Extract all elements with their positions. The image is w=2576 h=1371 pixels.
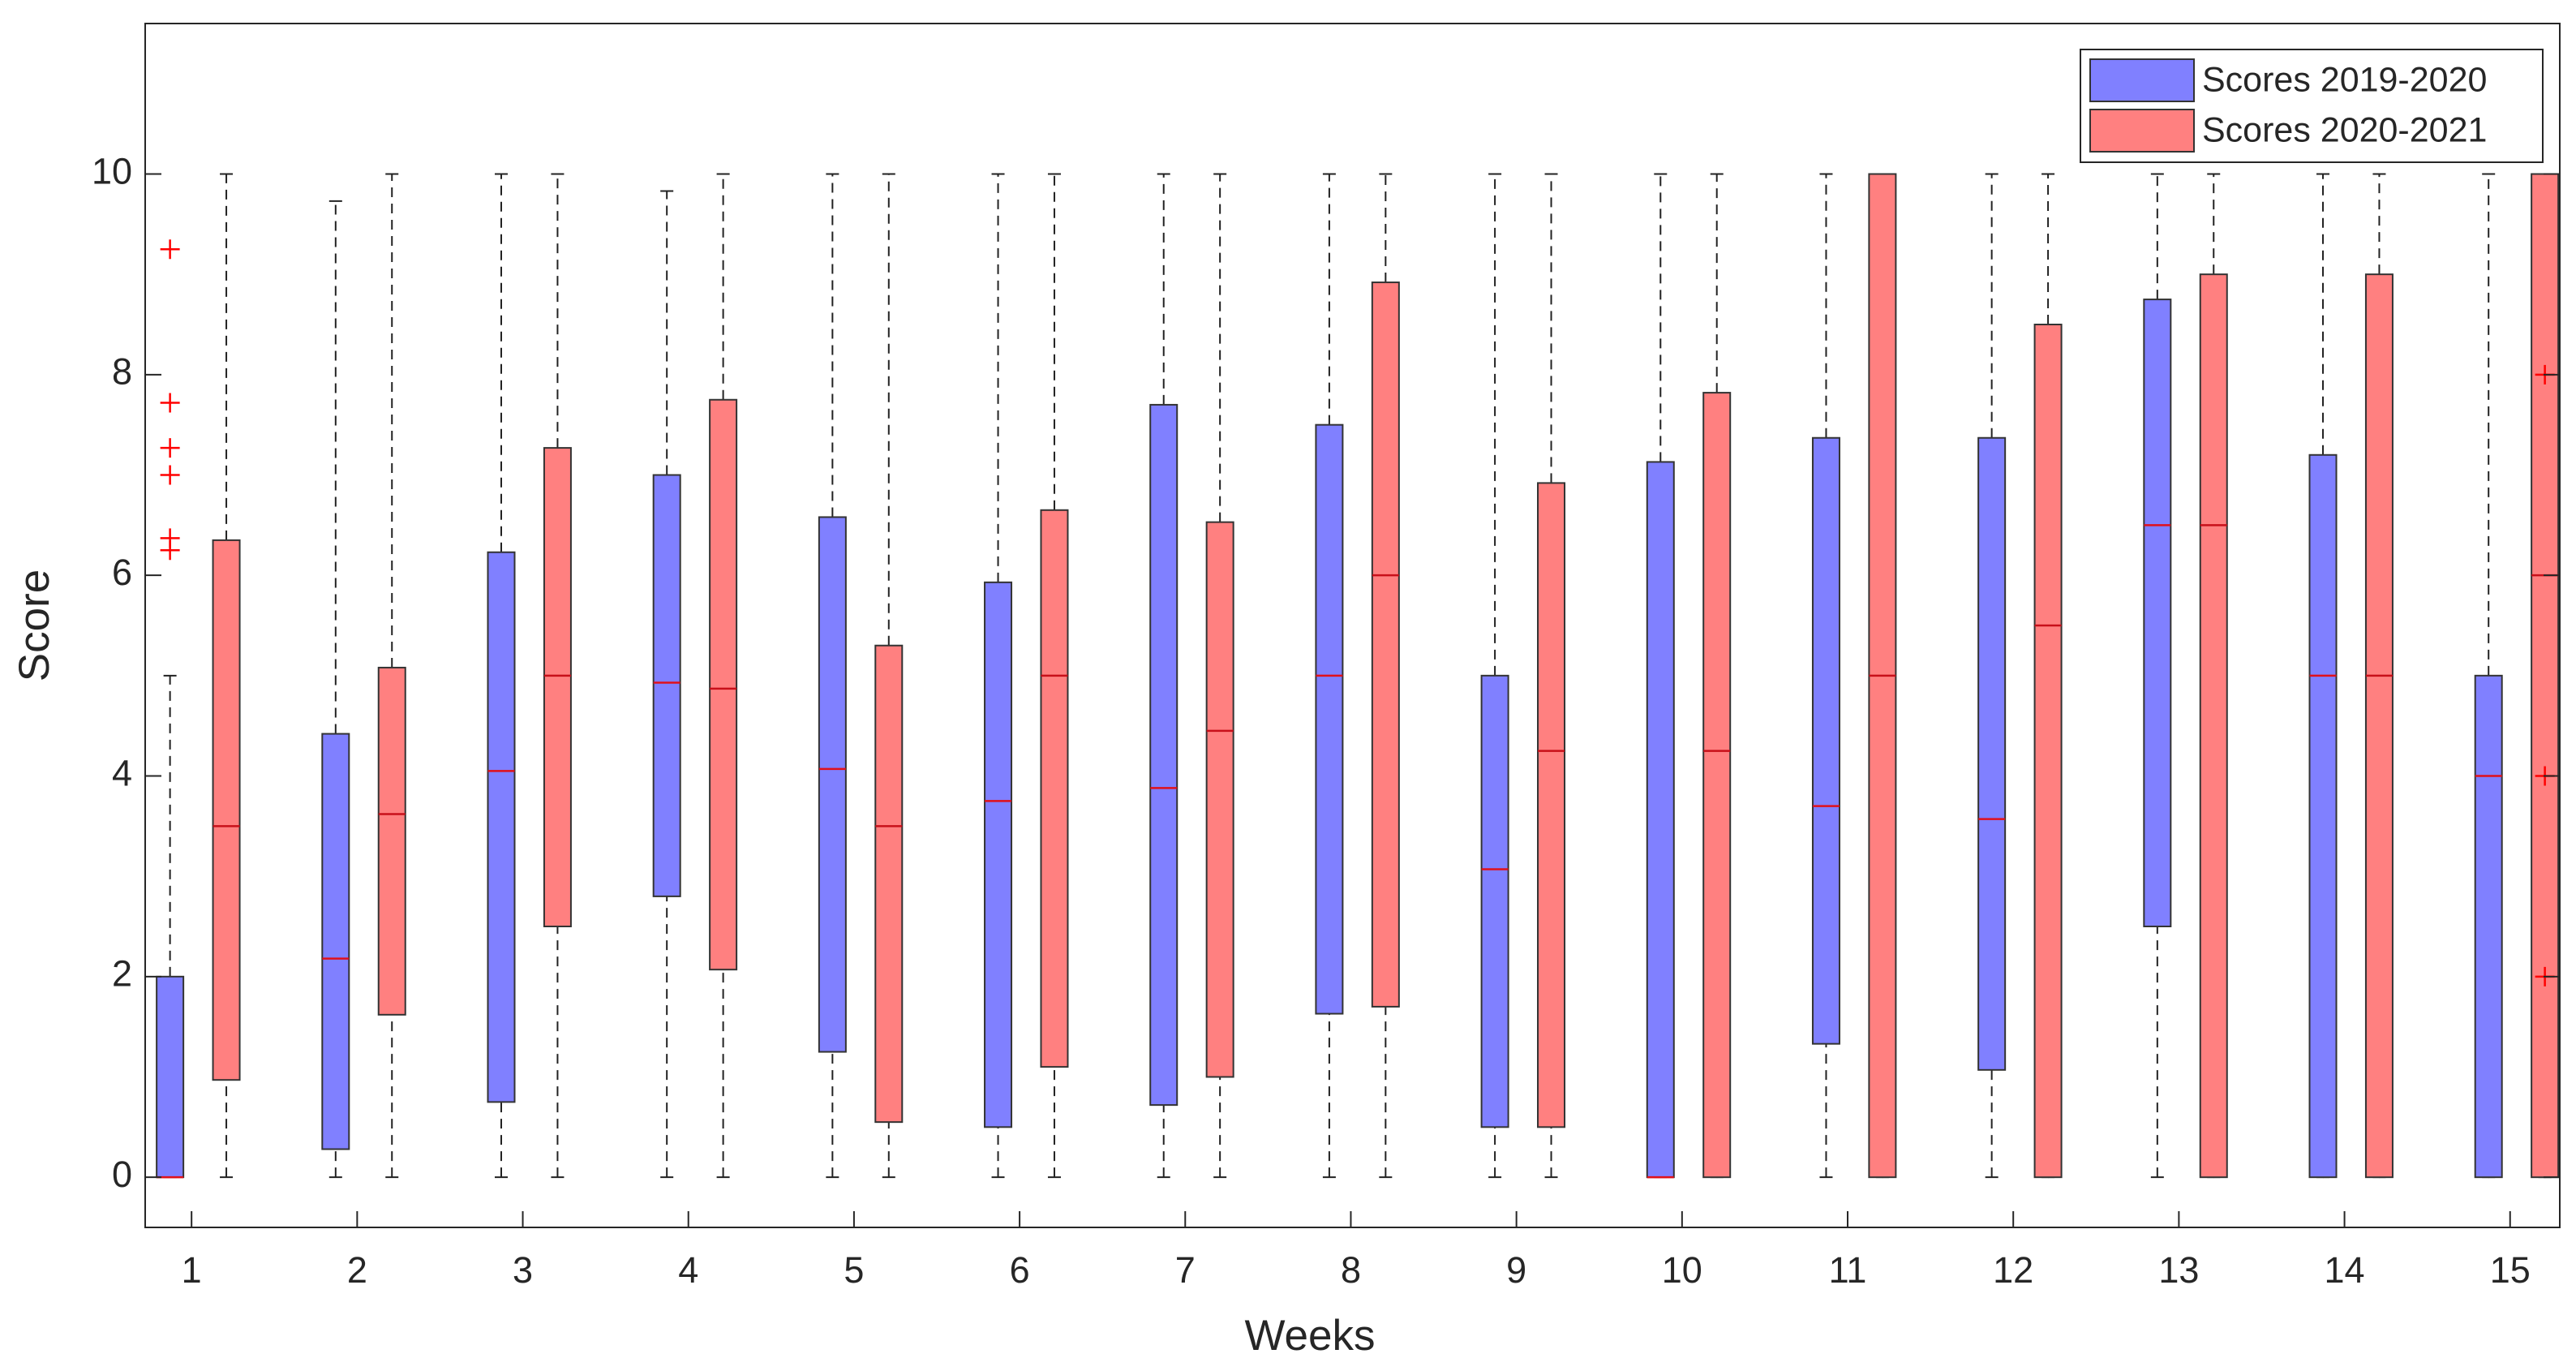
box [2143, 299, 2172, 928]
x-tick-label: 14 [2325, 1249, 2365, 1291]
legend-label: Scores 2020-2021 [2202, 110, 2487, 149]
x-tick-label: 11 [1829, 1249, 1867, 1291]
box [709, 398, 738, 971]
legend-swatch [2089, 58, 2195, 102]
y-tick-label: 4 [112, 752, 132, 793]
box [321, 733, 350, 1150]
y-tick-label: 0 [112, 1154, 132, 1195]
x-tick-label: 15 [2490, 1249, 2531, 1291]
box [2531, 173, 2560, 1179]
box [2364, 273, 2394, 1179]
x-tick-label: 7 [1175, 1249, 1196, 1291]
box [156, 975, 185, 1179]
box [2199, 273, 2228, 1179]
x-tick-label: 9 [1506, 1249, 1526, 1291]
box [1811, 436, 1840, 1045]
x-axis-title: Weeks [1244, 1312, 1375, 1360]
box [2033, 324, 2063, 1179]
x-tick-label: 4 [678, 1249, 698, 1291]
outlier [160, 239, 180, 260]
x-tick-label: 1 [182, 1249, 202, 1291]
box [652, 474, 681, 897]
x-tick-label: 13 [2158, 1249, 2199, 1291]
plot-area [156, 173, 2560, 1179]
box [1480, 674, 1509, 1128]
y-tick-label: 10 [92, 150, 132, 191]
box [1371, 282, 1400, 1008]
x-tick-label: 3 [513, 1249, 533, 1291]
box [1537, 482, 1566, 1128]
box [1149, 403, 1179, 1107]
x-tick-label: 10 [1662, 1249, 1702, 1291]
outlier [160, 465, 180, 485]
box [2474, 674, 2503, 1179]
box [487, 551, 516, 1103]
outlier [160, 393, 180, 413]
x-tick-label: 6 [1010, 1249, 1030, 1291]
box [1315, 423, 1344, 1015]
y-tick-label: 2 [112, 953, 132, 995]
legend-label: Scores 2019-2020 [2202, 60, 2487, 99]
legend: Scores 2019-2020 Scores 2020-2021 [2080, 49, 2544, 163]
box [543, 447, 572, 927]
axes-frame [144, 23, 2561, 1228]
outlier [160, 540, 180, 561]
box [984, 581, 1013, 1128]
box [818, 516, 847, 1053]
x-tick-label: 8 [1341, 1249, 1361, 1291]
outlier [160, 438, 180, 458]
y-tick-label: 8 [112, 351, 132, 393]
x-tick-label: 5 [844, 1249, 864, 1291]
box [212, 539, 241, 1081]
box [1040, 509, 1069, 1068]
x-tick-label: 2 [347, 1249, 367, 1291]
box [377, 666, 406, 1016]
x-tick-label: 12 [1993, 1249, 2033, 1291]
y-tick-label: 6 [112, 552, 132, 593]
box [1205, 521, 1234, 1078]
box [1646, 461, 1675, 1179]
box [1977, 436, 2007, 1071]
legend-swatch [2089, 109, 2195, 153]
y-axis-title: Score [11, 569, 58, 681]
box [2308, 453, 2338, 1179]
box [874, 644, 904, 1124]
box [1702, 392, 1732, 1179]
